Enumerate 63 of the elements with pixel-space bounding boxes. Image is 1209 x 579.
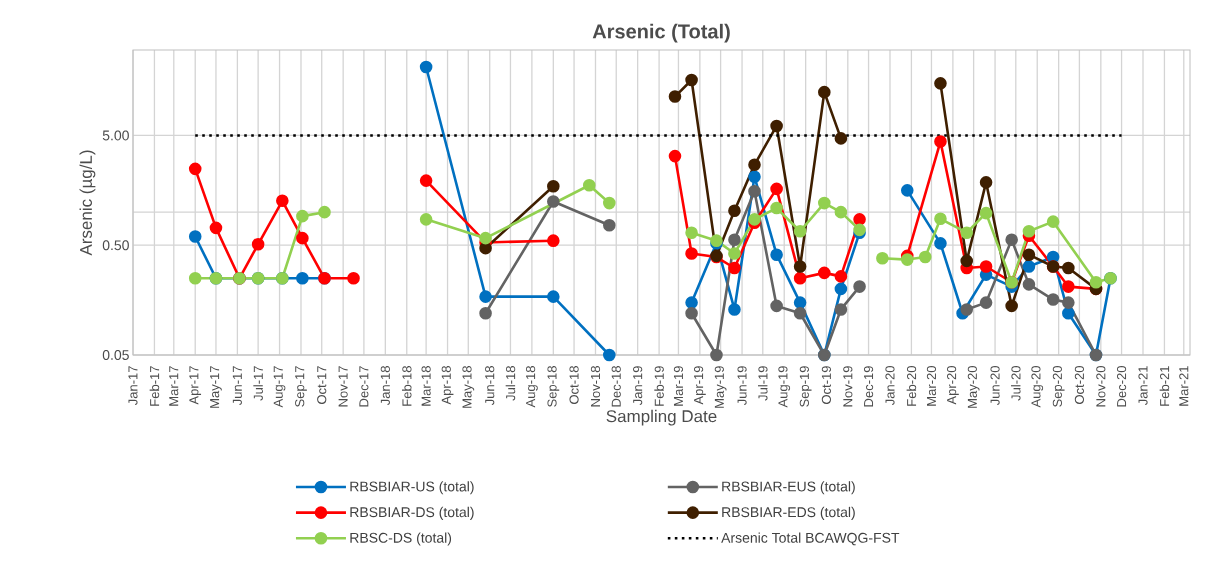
x-tick-label: Aug-17 bbox=[273, 366, 286, 408]
x-tick-label: Nov-19 bbox=[843, 366, 853, 407]
x-tick-label: Jun-18 bbox=[485, 366, 495, 406]
x-tick-label: Jul-20 bbox=[1011, 366, 1021, 401]
x-tick-label: Dec-18 bbox=[611, 366, 621, 407]
x-tick-label: May-17 bbox=[210, 366, 222, 408]
x-tick-label: Oct-20 bbox=[1074, 366, 1084, 404]
x-tick-label: Mar-21 bbox=[1179, 366, 1189, 406]
x-tick-label: Mar-19 bbox=[673, 366, 684, 406]
x-tick-label: Feb-18 bbox=[401, 366, 412, 406]
x-tick-label: Jan-17 bbox=[128, 366, 138, 406]
x-tick-label: Aug-18 bbox=[526, 366, 538, 408]
x-tick-label: Jun-20 bbox=[990, 366, 1000, 406]
chart-title: Arsenic (Total) bbox=[592, 23, 730, 43]
x-tick-label: Jan-18 bbox=[380, 366, 390, 406]
x-tick-label: Sep-18 bbox=[547, 366, 560, 407]
x-tick-label: Aug-19 bbox=[778, 366, 791, 408]
x-tick-label: Feb-20 bbox=[906, 366, 917, 406]
x-tick-label: Sep-19 bbox=[799, 366, 812, 407]
legend-label: Arsenic Total BCAWQG-FST bbox=[721, 532, 900, 546]
y-tick-label: 0.05 bbox=[102, 350, 129, 360]
x-tick-label: Dec-17 bbox=[359, 366, 369, 407]
x-tick-label: May-20 bbox=[967, 366, 980, 408]
legend-label: RBSBIAR-DS (total) bbox=[350, 506, 474, 520]
x-tick-label: Feb-17 bbox=[149, 366, 160, 406]
y-axis-title: Arsenic (µg/L) bbox=[79, 150, 96, 256]
x-tick-label: Jun-19 bbox=[737, 366, 747, 406]
x-axis-title: Sampling Date bbox=[606, 409, 717, 426]
x-tick-label: Nov-17 bbox=[338, 366, 348, 407]
x-tick-label: Apr-17 bbox=[189, 366, 202, 405]
x-tick-label: Dec-20 bbox=[1116, 366, 1127, 407]
legend-label: RBSBIAR-US (total) bbox=[350, 481, 474, 495]
x-tick-label: Nov-20 bbox=[1096, 366, 1106, 407]
y-tick-label: 5.00 bbox=[102, 130, 129, 141]
x-tick-label: Sep-17 bbox=[295, 366, 307, 407]
x-tick-label: Jul-17 bbox=[253, 366, 263, 401]
y-tick-label: 0.50 bbox=[102, 240, 129, 251]
x-tick-label: May-19 bbox=[714, 366, 727, 408]
x-tick-label: Aug-20 bbox=[1031, 366, 1044, 408]
x-tick-label: Mar-18 bbox=[421, 366, 431, 406]
legend-label: RBSBIAR-EUS (total) bbox=[722, 481, 855, 495]
x-tick-label: Oct-19 bbox=[821, 366, 831, 404]
x-tick-label: Apr-19 bbox=[693, 366, 706, 405]
x-tick-label: Oct-18 bbox=[569, 366, 579, 404]
x-tick-label: Nov-18 bbox=[590, 366, 601, 407]
x-tick-label: Mar-20 bbox=[926, 366, 937, 406]
x-tick-label: Jan-19 bbox=[633, 366, 643, 406]
x-tick-label: Jul-19 bbox=[758, 366, 768, 401]
x-tick-label: Apr-18 bbox=[441, 366, 454, 405]
x-tick-label: Jun-17 bbox=[232, 366, 242, 406]
x-tick-label: Jan-21 bbox=[1138, 366, 1148, 406]
legend-label: RBSBIAR-EDS (total) bbox=[722, 506, 855, 520]
x-tick-label: Feb-21 bbox=[1159, 366, 1170, 406]
x-tick-label: Jan-20 bbox=[885, 366, 895, 406]
x-tick-label: Sep-20 bbox=[1052, 366, 1065, 407]
x-tick-label: Dec-19 bbox=[863, 366, 874, 407]
x-tick-label: Jul-18 bbox=[505, 366, 516, 401]
x-tick-label: May-18 bbox=[462, 366, 475, 408]
x-tick-label: Apr-20 bbox=[947, 366, 959, 405]
x-tick-label: Mar-17 bbox=[169, 366, 179, 406]
x-tick-label: Oct-17 bbox=[317, 366, 327, 404]
x-tick-label: Feb-19 bbox=[654, 366, 664, 406]
legend-label: RBSC-DS (total) bbox=[350, 532, 452, 546]
